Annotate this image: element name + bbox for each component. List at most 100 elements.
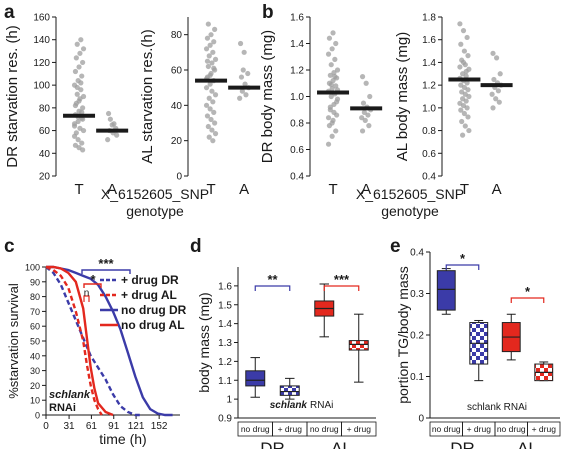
data-point [71, 121, 78, 127]
y-tick-label: 40 [30, 351, 40, 361]
panel-label-d: d [190, 236, 202, 257]
data-point [204, 58, 211, 64]
data-point [206, 53, 212, 59]
y-tick-label: 30 [30, 366, 40, 376]
data-point [466, 93, 472, 100]
annotation-rnai: schlank RNAi [467, 402, 527, 413]
box [436, 270, 456, 311]
data-point [114, 132, 120, 138]
y-tick-label: 1.6 [422, 35, 436, 46]
data-point [493, 96, 499, 102]
x-tick-label: 91 [108, 421, 120, 432]
data-point [79, 109, 85, 115]
y-tick-label: 1.3 [218, 338, 232, 349]
data-point [79, 73, 85, 79]
category-label: no drug [432, 424, 461, 434]
data-point [205, 21, 211, 27]
sig-label: n [84, 288, 90, 299]
y-tick-label: 1.4 [290, 39, 304, 50]
x-category-label: A [107, 181, 117, 198]
data-point [463, 68, 469, 75]
sig-bracket [445, 264, 480, 270]
sig-label: ** [267, 272, 278, 287]
legend-label: no drug AL [121, 318, 185, 332]
data-point [464, 34, 470, 41]
group-label: DR [450, 439, 475, 449]
data-point [359, 74, 366, 80]
data-point [209, 60, 215, 66]
data-point [362, 117, 368, 123]
data-point [361, 109, 367, 115]
category-label: no drug [310, 424, 339, 434]
legend-label: no drug DR [121, 303, 187, 317]
y-tick-label: 90 [30, 277, 40, 287]
data-point [105, 110, 112, 117]
data-point [465, 87, 471, 93]
data-point [206, 134, 212, 140]
y-tick-label: 1.1 [218, 376, 232, 387]
data-point [107, 116, 113, 122]
y-axis-title: AL starvation res.(h) [139, 29, 156, 164]
data-point [80, 147, 86, 153]
annotation-rnai: RNAi [49, 402, 76, 414]
y-axis-title: body mass (mg) [196, 292, 212, 392]
category-label: + drug [467, 424, 492, 434]
annotation-gene: schlank [270, 400, 308, 411]
y-tick-label: 1.8 [422, 13, 436, 24]
data-point [241, 49, 247, 55]
y-tick-label: 0.4 [290, 172, 304, 183]
data-point [360, 100, 367, 106]
data-point [205, 123, 211, 130]
y-tick-label: 1.4 [218, 319, 232, 330]
data-point [325, 141, 332, 147]
data-point [333, 128, 339, 134]
y-tick-label: 60 [39, 126, 51, 137]
data-point [325, 51, 332, 57]
data-point [212, 120, 218, 126]
sig-label: *** [334, 272, 350, 287]
y-tick-label: 0 [418, 414, 424, 425]
y-tick-label: 1.0 [290, 92, 304, 103]
data-point [77, 125, 83, 131]
data-point [462, 123, 468, 129]
data-point [327, 104, 333, 110]
data-point [329, 85, 335, 92]
data-point [363, 80, 369, 86]
data-point [73, 55, 79, 61]
x-category-label: T [206, 181, 215, 198]
data-point [111, 121, 117, 127]
data-point [466, 127, 472, 134]
category-label: no drug [241, 424, 270, 434]
data-point [465, 53, 471, 59]
data-point [210, 49, 216, 55]
category-cell [341, 421, 377, 437]
data-point [330, 30, 336, 36]
y-tick-label: 1.4 [422, 58, 436, 69]
y-axis-title: DR starvation res. (h) [4, 25, 21, 168]
box [245, 370, 266, 387]
chart-a2: 0 20 40 60 80 AL starvation res.(h) T A [139, 17, 261, 198]
y-tick-label: 40 [171, 101, 183, 112]
data-point [366, 123, 372, 129]
y-tick-label: 10 [30, 396, 40, 406]
y-tick-label: 40 [39, 149, 51, 160]
y-tick-label: 120 [33, 58, 50, 69]
data-point [332, 56, 338, 63]
data-point [242, 81, 248, 87]
data-point [239, 88, 245, 94]
sig-bracket [83, 283, 102, 288]
data-point [203, 85, 210, 91]
y-tick-label: 160 [33, 13, 50, 24]
y-tick-label: 100 [33, 81, 50, 92]
y-axis-title: AL body mass (mg) [394, 32, 411, 162]
sig-label: * [525, 284, 531, 299]
data-point [206, 95, 212, 101]
data-point [77, 50, 83, 56]
chart-c: 0 10 20 30 40 50 60 70 80 90 100 %starvation surviv… [6, 256, 187, 447]
data-point [332, 74, 338, 80]
data-point [80, 93, 87, 100]
group-label: DR [260, 439, 285, 449]
data-point [464, 80, 470, 86]
category-cell [527, 421, 561, 437]
data-point [329, 120, 335, 126]
